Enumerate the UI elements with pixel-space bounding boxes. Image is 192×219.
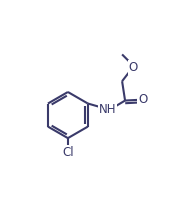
Text: O: O (138, 93, 147, 106)
Text: Cl: Cl (62, 146, 74, 159)
Text: NH: NH (98, 103, 116, 116)
Text: O: O (129, 61, 138, 74)
